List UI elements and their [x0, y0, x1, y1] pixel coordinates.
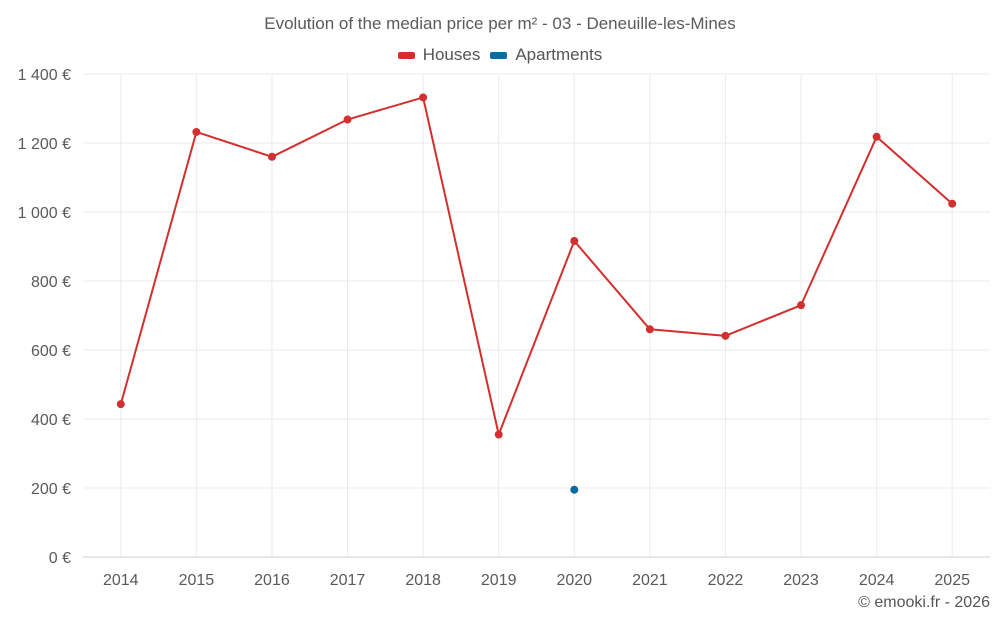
x-tick-label: 2017: [330, 572, 366, 589]
data-point-houses: [419, 93, 428, 102]
data-point-houses: [494, 430, 503, 439]
x-tick-label: 2022: [708, 572, 744, 589]
x-tick-label: 2024: [859, 572, 895, 589]
x-tick-label: 2021: [632, 572, 668, 589]
data-point-houses: [192, 127, 201, 136]
x-tick-label: 2014: [103, 572, 139, 589]
x-tick-label: 2023: [783, 572, 819, 589]
data-point-houses: [267, 152, 276, 161]
legend: Houses Apartments: [0, 45, 1000, 65]
legend-swatch-houses: [397, 51, 415, 59]
x-tick-label: 2016: [254, 572, 290, 589]
data-point-houses: [645, 325, 654, 334]
data-point-houses: [116, 400, 125, 409]
credit-text: © emooki.fr - 2026: [858, 594, 990, 611]
y-tick-label: 200 €: [31, 481, 71, 498]
series-line-houses: [119, 96, 953, 436]
data-point-apartments: [570, 485, 579, 494]
data-point-houses: [343, 115, 352, 124]
data-point-houses: [797, 301, 806, 310]
x-tick-label: 2025: [934, 572, 970, 589]
y-tick-label: 1 200 €: [18, 136, 71, 153]
x-tick-label: 2018: [405, 572, 441, 589]
legend-label-apartments: Apartments: [515, 45, 603, 64]
legend-swatch-apartments: [490, 51, 508, 59]
chart-title: Evolution of the median price per m² - 0…: [264, 14, 736, 33]
y-tick-label: 400 €: [31, 412, 71, 429]
data-point-houses: [570, 236, 579, 245]
data-point-houses: [721, 331, 730, 340]
y-tick-label: 800 €: [31, 274, 71, 291]
y-tick-label: 1 400 €: [18, 67, 71, 84]
x-tick-label: 2019: [481, 572, 517, 589]
legend-item-houses[interactable]: Houses: [397, 45, 481, 65]
x-tick-label: 2015: [179, 572, 215, 589]
x-tick-label: 2020: [556, 572, 592, 589]
y-tick-label: 600 €: [31, 343, 71, 360]
data-point-houses: [948, 199, 957, 208]
legend-item-apartments[interactable]: Apartments: [490, 45, 602, 65]
y-tick-label: 0 €: [49, 550, 71, 567]
y-tick-label: 1 000 €: [18, 205, 71, 222]
data-point-houses: [872, 132, 881, 141]
legend-label-houses: Houses: [422, 45, 481, 64]
